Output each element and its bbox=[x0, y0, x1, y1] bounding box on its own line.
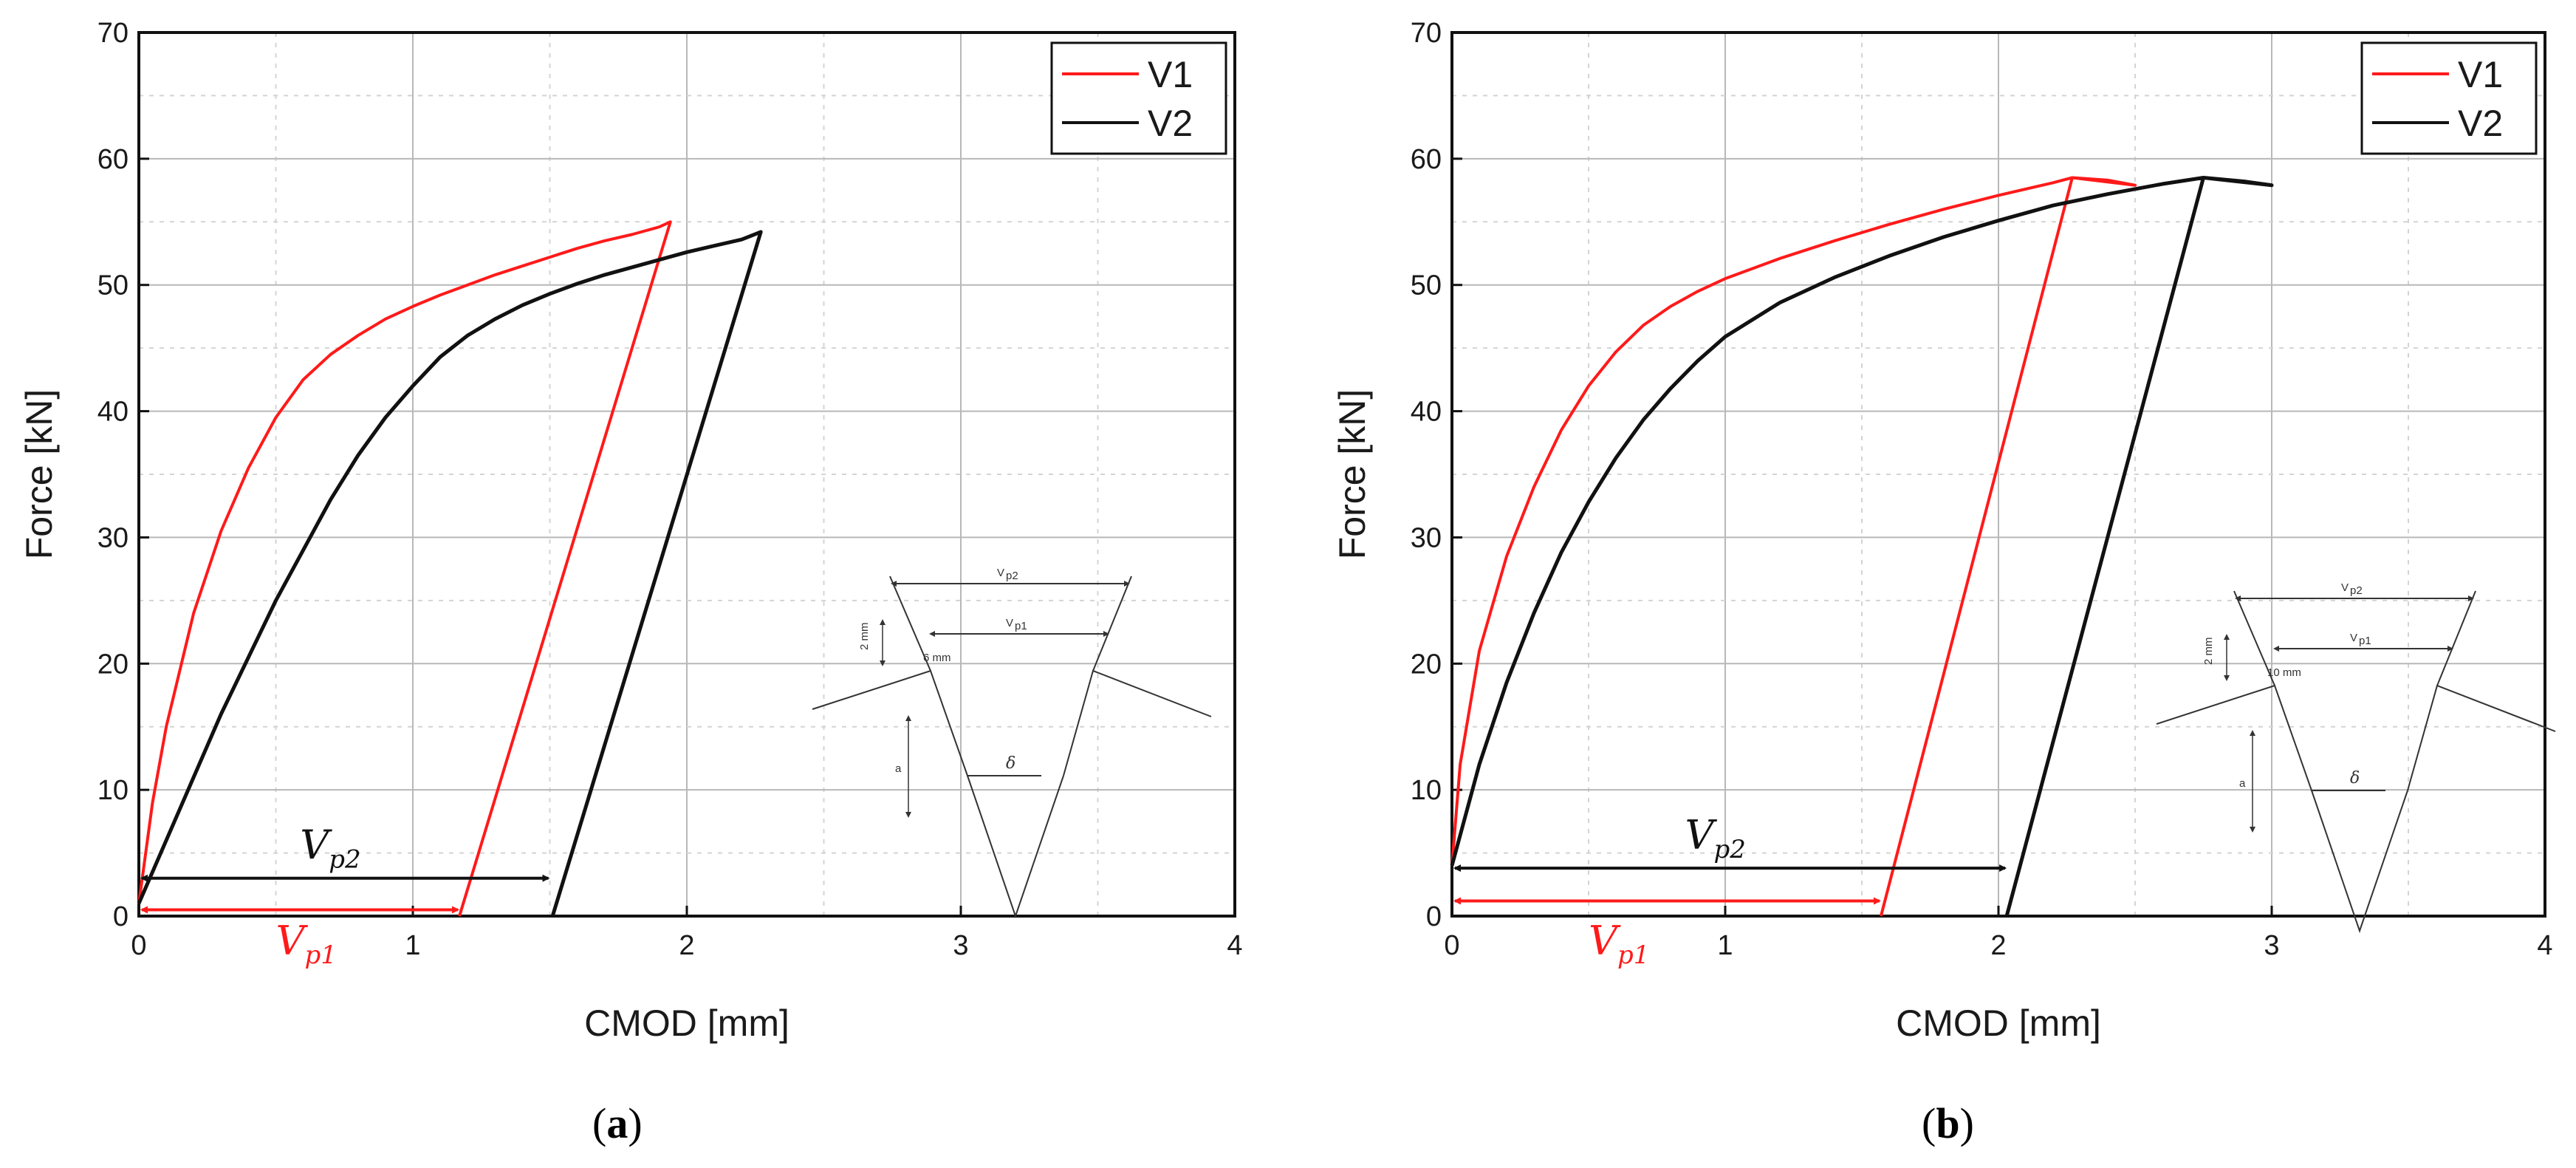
y-tick-label: 70 bbox=[1411, 18, 1442, 49]
y-axis-label: Force [kN] bbox=[1332, 389, 1373, 560]
x-tick-label: 3 bbox=[2264, 930, 2279, 961]
y-tick-label: 50 bbox=[1411, 270, 1442, 301]
panel-caption-open: ( bbox=[1922, 1099, 1936, 1147]
inset-vp2-sub: p2 bbox=[1006, 570, 1018, 582]
inset-vp1-label: V bbox=[1006, 617, 1013, 629]
y-tick-label: 40 bbox=[1411, 397, 1442, 428]
panel-caption: (b) bbox=[1922, 1099, 1974, 1147]
inset-notch-tip bbox=[967, 775, 1064, 919]
inset-left-flank bbox=[2156, 684, 2385, 791]
vp2-label: Vp2 bbox=[1685, 812, 1746, 864]
inset-notch-depth-label: 10 mm bbox=[2267, 666, 2301, 679]
legend-label-v1: V1 bbox=[1148, 54, 1193, 95]
vp1-label: Vp1 bbox=[1589, 918, 1649, 970]
x-tick-label: 0 bbox=[131, 930, 146, 961]
inset-delta-label: δ bbox=[2350, 769, 2360, 788]
x-tick-label: 1 bbox=[405, 930, 420, 961]
x-axis-label: CMOD [mm] bbox=[584, 1003, 789, 1044]
y-tick-label: 60 bbox=[1411, 144, 1442, 175]
inset-vp1-sub: p1 bbox=[2359, 635, 2371, 647]
vp1-label-main: V bbox=[276, 918, 309, 964]
inset-2mm-label: 2 mm bbox=[2202, 638, 2215, 666]
vp1-label: Vp1 bbox=[276, 918, 337, 970]
inset-delta-label: δ bbox=[1006, 754, 1015, 773]
panel-caption-close: ) bbox=[628, 1099, 642, 1147]
inset-extension-line bbox=[889, 576, 931, 672]
vp1-label-main: V bbox=[1589, 918, 1621, 964]
inset-vp1-label: V bbox=[2350, 632, 2357, 644]
inset-extension-line bbox=[1092, 576, 1132, 672]
panel-caption-letter: a bbox=[606, 1099, 628, 1147]
x-tick-label: 1 bbox=[1717, 930, 1733, 961]
y-tick-label: 20 bbox=[97, 649, 129, 680]
vp1-label-sub: p1 bbox=[305, 940, 337, 970]
inset-vp2-label: V bbox=[997, 567, 1004, 579]
inset-a-label: a bbox=[895, 762, 902, 775]
x-tick-label: 2 bbox=[1990, 930, 2006, 961]
inset-extension-line bbox=[2436, 590, 2476, 686]
inset-notch-tip bbox=[2311, 790, 2408, 934]
vp1-label-sub: p1 bbox=[1617, 940, 1649, 970]
inset-vp2-label: V bbox=[2341, 581, 2349, 594]
y-tick-label: 0 bbox=[1426, 901, 1442, 932]
x-tick-label: 4 bbox=[2537, 930, 2552, 961]
vp2-label-main: V bbox=[1685, 812, 1718, 858]
series-line-v2 bbox=[1450, 175, 2274, 917]
inset-a-label: a bbox=[2239, 777, 2246, 790]
vp2-label-sub: p2 bbox=[1714, 835, 1746, 864]
legend-label-v1: V1 bbox=[2458, 54, 2503, 95]
legend-box bbox=[2360, 41, 2538, 155]
y-axis-label: Force [kN] bbox=[18, 389, 60, 560]
panel-caption-open: ( bbox=[592, 1099, 606, 1147]
y-tick-label: 30 bbox=[97, 522, 129, 553]
y-tick-label: 60 bbox=[97, 144, 129, 175]
inset-right-flank bbox=[2407, 684, 2556, 791]
y-tick-label: 70 bbox=[97, 18, 129, 49]
panel-caption: (a) bbox=[592, 1099, 643, 1147]
panel-caption-close: ) bbox=[1960, 1099, 1974, 1147]
series-line-v1 bbox=[137, 220, 672, 917]
inset-notch-depth-label: 6 mm bbox=[923, 652, 951, 664]
x-tick-label: 0 bbox=[1444, 930, 1459, 961]
inset-left-flank bbox=[812, 669, 1041, 776]
vp2-label-sub: p2 bbox=[329, 845, 360, 875]
y-tick-label: 40 bbox=[97, 397, 129, 428]
inset-right-flank bbox=[1063, 669, 1212, 776]
x-tick-label: 2 bbox=[679, 930, 694, 961]
inset-extension-line bbox=[2233, 590, 2275, 686]
y-tick-label: 50 bbox=[97, 270, 129, 301]
x-tick-label: 3 bbox=[953, 930, 968, 961]
inset-vp1-sub: p1 bbox=[1015, 620, 1027, 632]
y-tick-label: 20 bbox=[1411, 649, 1442, 680]
legend-label-v2: V2 bbox=[1148, 103, 1193, 144]
legend-box bbox=[1050, 41, 1227, 155]
series-line-v1 bbox=[1450, 176, 2137, 917]
x-tick-label: 4 bbox=[1227, 930, 1242, 961]
inset-2mm-label: 2 mm bbox=[858, 623, 871, 651]
series-line-v2 bbox=[137, 230, 763, 917]
legend-label-v2: V2 bbox=[2458, 103, 2503, 144]
y-tick-label: 30 bbox=[1411, 522, 1442, 553]
y-tick-label: 10 bbox=[1411, 775, 1442, 806]
inset-vp2-sub: p2 bbox=[2350, 584, 2363, 597]
x-axis-label: CMOD [mm] bbox=[1896, 1003, 2101, 1044]
vp2-label: Vp2 bbox=[300, 822, 360, 875]
y-tick-label: 0 bbox=[113, 901, 129, 932]
vp2-label-main: V bbox=[300, 822, 332, 869]
panel-caption-letter: b bbox=[1936, 1099, 1959, 1147]
y-tick-label: 10 bbox=[97, 775, 129, 806]
